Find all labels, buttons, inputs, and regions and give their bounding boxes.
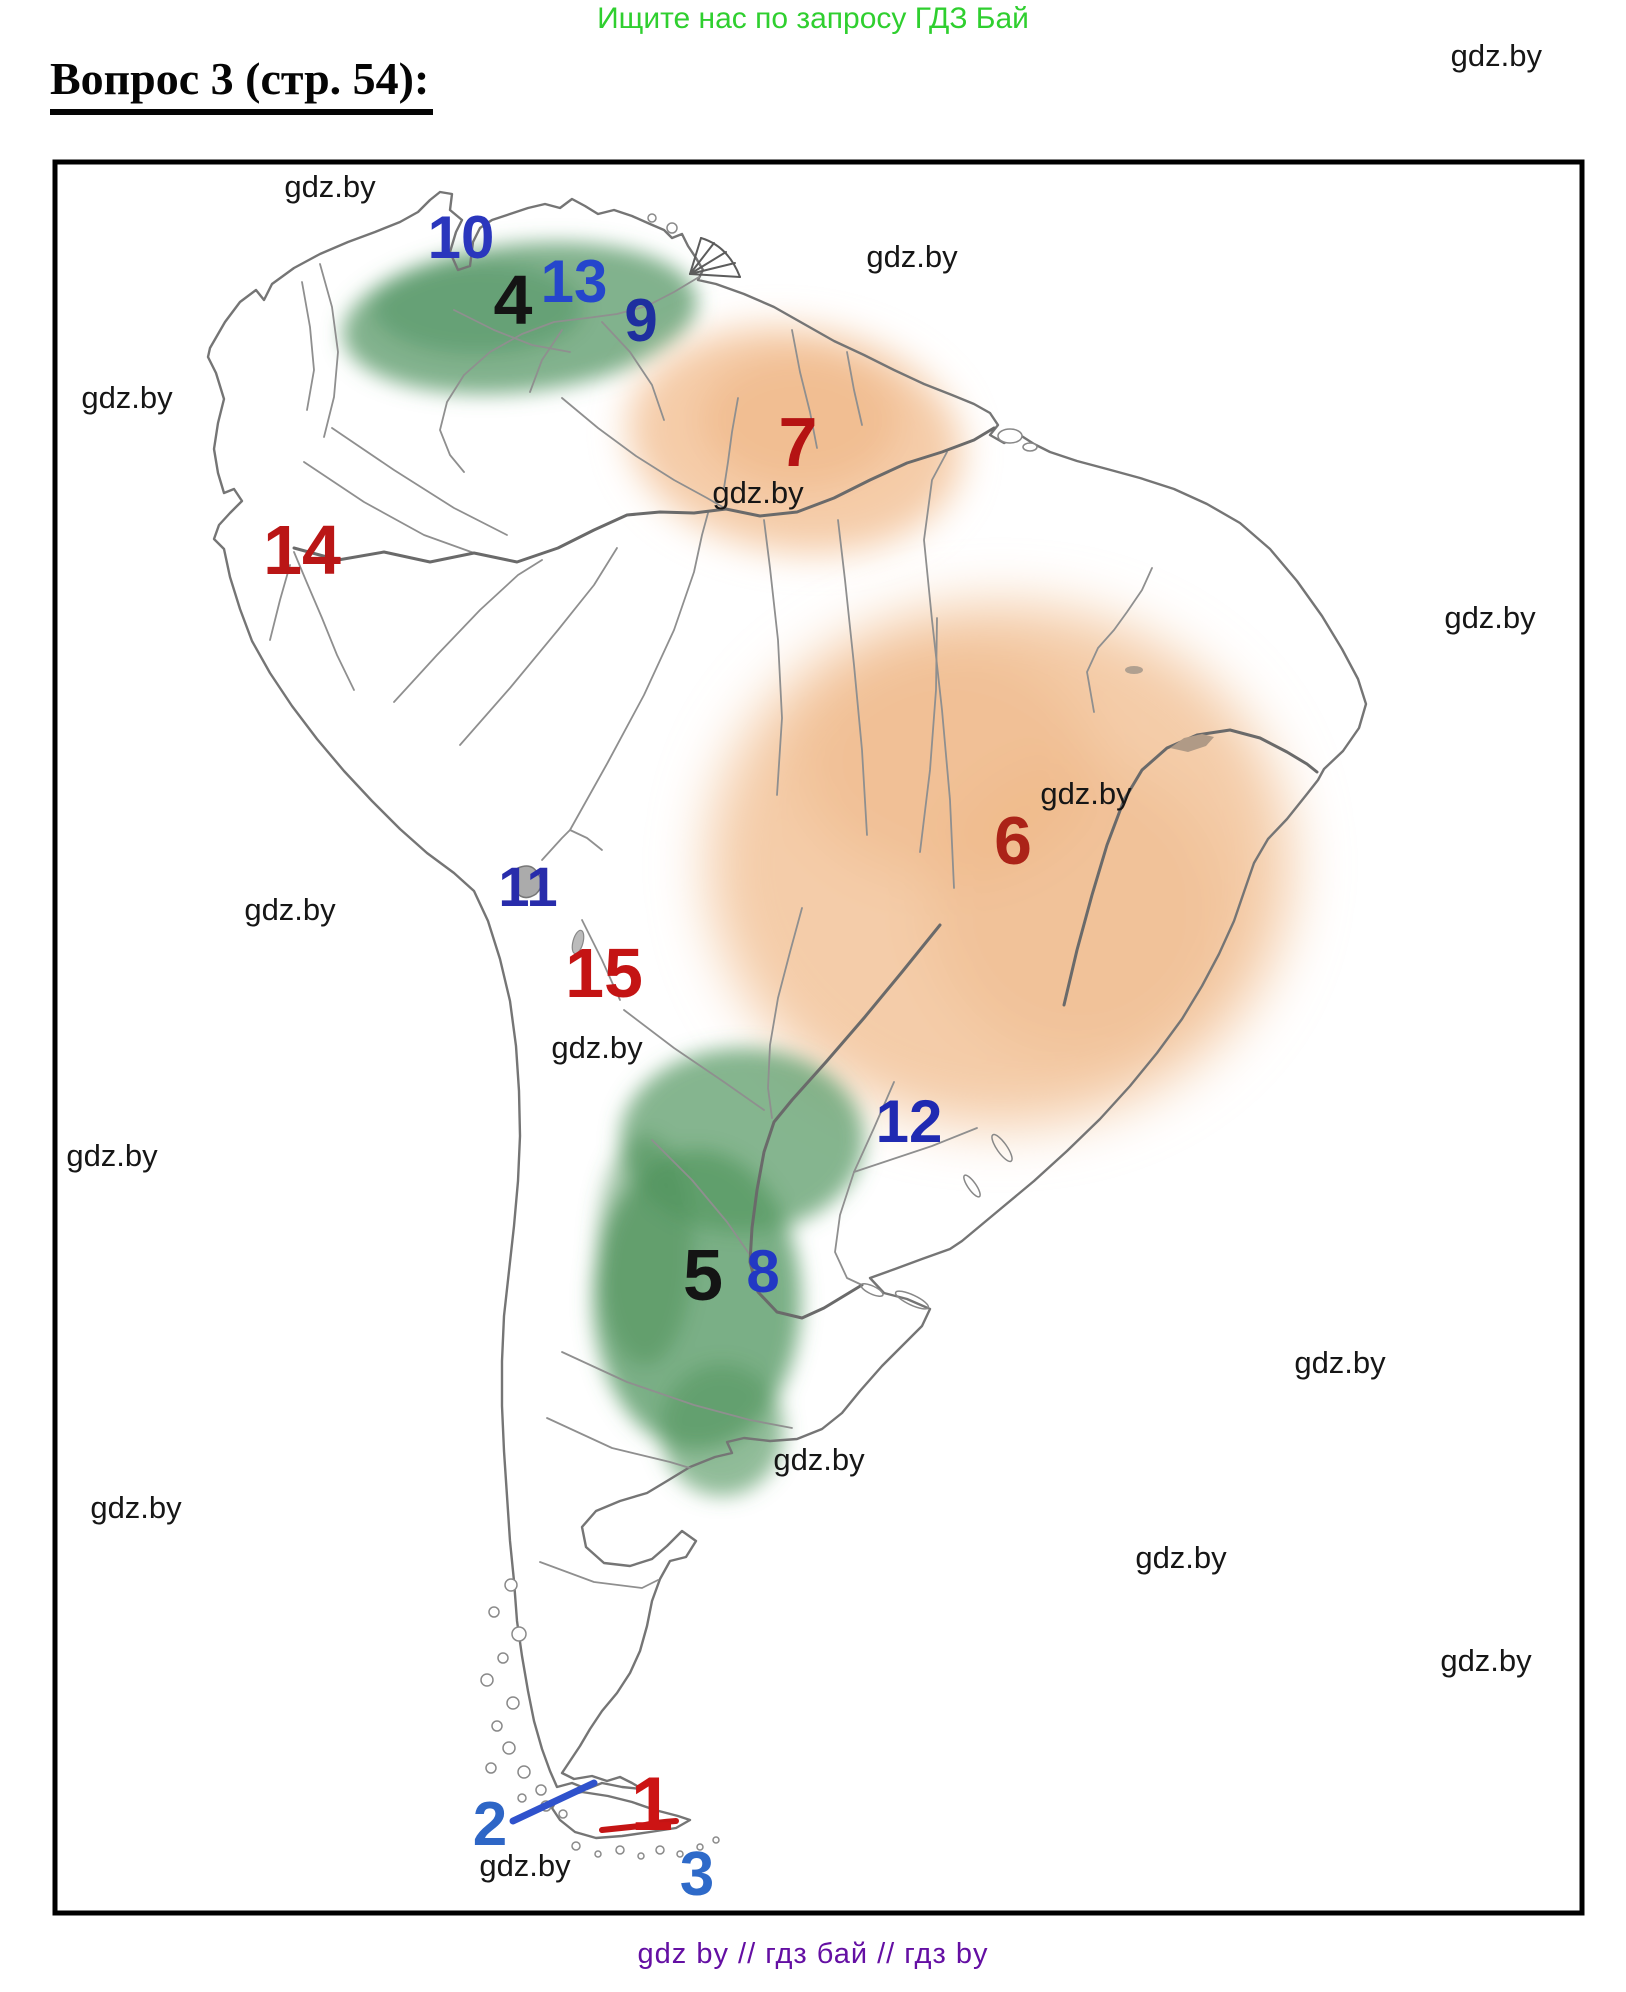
river-sao-francisco xyxy=(1062,728,1319,1007)
watermark-gdz: gdz.by xyxy=(866,239,958,274)
river xyxy=(539,1561,659,1589)
river xyxy=(791,329,818,449)
map-label-9: 9 xyxy=(624,287,657,354)
reservoir xyxy=(1125,666,1143,674)
watermark-gdz: gdz.by xyxy=(81,380,173,415)
tierra-del-fuego-marker-line xyxy=(599,1818,679,1833)
coastline-tierra-del-fuego xyxy=(550,1790,692,1840)
river xyxy=(651,1139,751,1256)
river xyxy=(269,564,291,641)
map-label-4: 4 xyxy=(494,261,533,339)
map-label-8: 8 xyxy=(746,1238,779,1305)
river xyxy=(837,519,868,836)
river xyxy=(439,276,700,473)
river xyxy=(623,1009,765,1111)
watermark-gdz: gdz.by xyxy=(1294,1345,1386,1380)
river xyxy=(546,1417,691,1469)
region-shape xyxy=(597,1135,693,1365)
river xyxy=(293,551,355,691)
region-orange-east-brazilian-highlands xyxy=(708,603,1292,1127)
river xyxy=(301,281,315,411)
watermark-gdz: gdz.by xyxy=(244,892,336,927)
map-label-10: 10 xyxy=(428,204,495,271)
river xyxy=(853,1127,978,1173)
watermark-gdz: gdz.by xyxy=(773,1442,865,1477)
map-watermarks: gdz.by gdz.by gdz.by gdz.by gdz.by gdz.by gdz.… xyxy=(66,169,1536,1883)
river xyxy=(561,1351,793,1429)
page-title: Вопрос 3 (стр. 54): xyxy=(50,52,434,115)
river xyxy=(581,919,621,1001)
lake-poopo xyxy=(571,929,585,955)
major-rivers xyxy=(292,426,1319,1320)
map-label-12: 12 xyxy=(876,1088,943,1155)
river xyxy=(601,321,665,421)
map-label-7: 7 xyxy=(779,403,818,481)
river xyxy=(541,829,603,861)
region-shape xyxy=(930,760,1230,1060)
watermark-gdz: gdz.by xyxy=(712,475,804,510)
reservoir xyxy=(1170,734,1214,752)
river xyxy=(1086,567,1153,713)
watermark-gdz: gdz.by xyxy=(66,1138,158,1173)
coastal-lagoon xyxy=(894,1290,930,1310)
strait-of-magellan-marker-line xyxy=(509,1779,598,1825)
river xyxy=(459,547,618,746)
coastal-lagoon xyxy=(991,1133,1013,1163)
river xyxy=(393,559,543,703)
promo-text: Ищите нас по запросу ГДЗ Бай xyxy=(597,2,1029,35)
map-label-5: 5 xyxy=(683,1236,723,1316)
region-shape xyxy=(660,1364,784,1496)
page-title-text: Вопрос 3 (стр. 54): xyxy=(50,52,434,115)
map-label-14: 14 xyxy=(263,511,341,589)
watermark-gdz: gdz.by xyxy=(90,1490,182,1525)
watermark-gdz: gdz.by xyxy=(1440,1643,1532,1678)
watermark-gdz: gdz.by xyxy=(479,1848,571,1883)
map-label-15: 15 xyxy=(565,934,643,1012)
site-watermark-top-right: gdz.by xyxy=(1450,38,1542,73)
watermark-gdz: gdz.by xyxy=(1444,600,1536,635)
river xyxy=(834,1081,895,1286)
map-label-1: 1 xyxy=(631,1762,673,1847)
orinoco-delta-fan-icon xyxy=(689,237,741,278)
lake-titicaca xyxy=(511,865,543,899)
watermark-gdz: gdz.by xyxy=(284,169,376,204)
region-orange-north-guiana-highlands xyxy=(627,326,963,554)
watermark-gdz: gdz.by xyxy=(1040,776,1132,811)
region-shape xyxy=(700,352,900,488)
coastline-mainland xyxy=(206,190,1368,1791)
river-parana xyxy=(748,923,942,1320)
island xyxy=(1022,442,1038,452)
river xyxy=(923,451,955,889)
coastal-lagoon xyxy=(860,1283,884,1297)
river xyxy=(529,329,563,393)
watermark-gdz: gdz.by xyxy=(1135,1540,1227,1575)
river xyxy=(846,351,863,426)
island-marajo xyxy=(997,428,1023,444)
map-label-6: 6 xyxy=(994,803,1032,879)
region-green-south-pampa xyxy=(593,1048,864,1496)
watermark-gdz: gdz.by xyxy=(551,1030,643,1065)
river xyxy=(767,907,803,1119)
footer-watermark-text: gdz by // гдз бай // гдз by xyxy=(637,1938,989,1970)
map-label-13: 13 xyxy=(541,248,608,315)
river xyxy=(303,461,475,554)
river-amazon xyxy=(292,426,996,564)
rivers xyxy=(269,263,1153,1589)
river xyxy=(763,519,783,796)
river xyxy=(919,617,938,853)
map-label-3: 3 xyxy=(680,1840,714,1909)
river xyxy=(561,397,727,510)
map-label-2: 2 xyxy=(473,1790,507,1859)
river xyxy=(331,427,508,536)
river xyxy=(723,397,739,489)
river xyxy=(569,512,709,831)
map-label-11: 11 xyxy=(498,855,557,918)
river xyxy=(453,309,571,353)
river xyxy=(319,263,339,438)
coastal-lagoon xyxy=(963,1174,981,1198)
